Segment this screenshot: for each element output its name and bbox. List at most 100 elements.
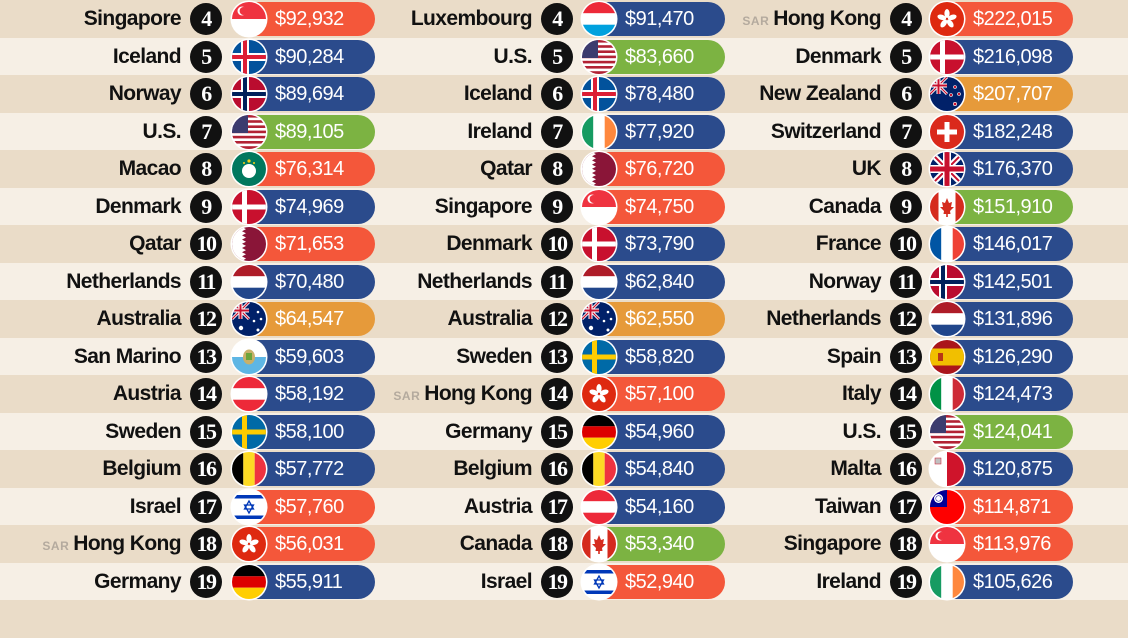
iceland-flag-icon	[232, 39, 266, 74]
rank-badge: 12	[190, 303, 222, 335]
taiwan-flag-icon	[930, 489, 964, 524]
country-cell: Norway	[0, 266, 882, 298]
value-bar: $62,550	[582, 302, 725, 336]
value-label: $89,694	[275, 83, 344, 105]
country-cell: Canada	[0, 528, 533, 560]
country-cell: Netherlands	[0, 303, 881, 335]
value-bar: $142,501	[930, 264, 1073, 299]
country-name: Malta	[830, 453, 881, 485]
value-bar: $58,192	[232, 377, 375, 411]
country-label: Denmark	[95, 194, 181, 218]
new-zealand-flag-icon	[930, 77, 964, 111]
rank-badge: 12	[890, 303, 922, 335]
value-label: $76,720	[625, 158, 694, 180]
country-name: Canada	[808, 191, 882, 223]
country-name: Australia	[448, 303, 533, 335]
rank-badge: 13	[190, 340, 222, 373]
uk-flag-icon	[930, 152, 964, 186]
value-bar: $74,750	[582, 189, 725, 224]
country-cell: Qatar	[0, 153, 532, 185]
country-label: Denmark	[795, 44, 881, 68]
row-stripe	[0, 600, 1128, 638]
value-label: $70,480	[275, 270, 344, 293]
rank-badge: 10	[190, 228, 222, 260]
value-bar: $207,707	[930, 77, 1073, 111]
country-cell: U.S.	[0, 416, 882, 448]
country-label: Denmark	[446, 232, 532, 255]
value-bar: $57,760	[232, 489, 375, 524]
norway-flag-icon	[232, 77, 266, 111]
country-label: Germany	[94, 569, 181, 593]
value-bar: $113,976	[930, 527, 1073, 561]
country-name: Macao	[118, 153, 182, 185]
value-label: $76,314	[275, 158, 344, 180]
country-cell: Belgium	[0, 453, 532, 485]
value-bar: $89,105	[232, 114, 375, 149]
country-name: Australia	[97, 303, 182, 335]
country-name: Belgium	[102, 453, 181, 485]
netherlands-flag-icon	[232, 264, 266, 299]
country-name: Qatar	[480, 153, 532, 185]
hong-kong-flag-icon	[930, 2, 964, 36]
country-label: Hong Kong	[424, 382, 532, 405]
value-label: $126,290	[973, 345, 1053, 368]
value-label: $55,911	[275, 570, 343, 593]
qatar-flag-icon	[232, 227, 266, 261]
value-label: $131,896	[973, 308, 1053, 330]
country-cell: Canada	[0, 191, 882, 223]
rank-badge: 4	[190, 3, 222, 35]
value-bar: $151,910	[930, 189, 1073, 224]
qatar-flag-icon	[582, 152, 616, 186]
country-name: France	[816, 228, 882, 260]
country-cell: Luxembourg	[0, 3, 533, 35]
value-label: $58,192	[275, 383, 344, 405]
value-bar: $120,875	[930, 452, 1073, 486]
hong-kong-flag-icon	[232, 527, 266, 561]
value-bar: $216,098	[930, 39, 1073, 74]
country-name: Singapore	[435, 191, 533, 223]
value-bar: $76,720	[582, 152, 725, 186]
country-cell: New Zealand	[0, 78, 881, 110]
value-label: $142,501	[973, 270, 1053, 293]
country-label: Ireland	[467, 119, 532, 143]
value-label: $78,480	[625, 83, 694, 105]
value-bar: $92,932	[232, 2, 375, 36]
country-cell: Sweden	[0, 416, 181, 448]
rank-badge: 7	[890, 115, 922, 148]
country-name: Spain	[826, 341, 882, 373]
country-label: Qatar	[480, 157, 532, 180]
value-bar: $64,547	[232, 302, 375, 336]
norway-flag-icon	[930, 264, 964, 299]
value-bar: $70,480	[232, 264, 375, 299]
rank-badge: 10	[541, 228, 573, 260]
rank-badge: 11	[190, 265, 222, 298]
value-label: $62,840	[625, 270, 694, 293]
value-label: $54,840	[625, 458, 694, 480]
country-label: Canada	[808, 194, 882, 218]
rank-badge: 14	[890, 378, 922, 410]
value-label: $207,707	[973, 83, 1053, 105]
country-label: Macao	[118, 157, 182, 180]
country-name: Sweden	[456, 341, 532, 373]
country-cell: Australia	[0, 303, 533, 335]
country-cell: Denmark	[0, 228, 532, 260]
value-bar: $78,480	[582, 77, 725, 111]
value-bar: $71,653	[232, 227, 375, 261]
value-label: $71,653	[275, 233, 344, 255]
israel-flag-icon	[232, 489, 266, 524]
value-bar: $54,160	[582, 489, 725, 524]
value-label: $73,790	[625, 233, 694, 255]
rank-badge: 4	[890, 3, 922, 35]
italy-flag-icon	[930, 377, 964, 411]
country-cell: Netherlands	[0, 266, 181, 298]
value-label: $114,871	[973, 495, 1051, 518]
usa-flag-icon	[930, 414, 964, 449]
country-cell: Netherlands	[0, 266, 532, 298]
value-label: $59,603	[275, 345, 344, 368]
country-label: Spain	[826, 344, 882, 368]
country-name: UK	[852, 153, 882, 185]
country-name: New Zealand	[759, 78, 881, 110]
country-name: Italy	[842, 378, 882, 410]
country-cell: Austria	[0, 491, 533, 523]
country-cell: Qatar	[0, 228, 181, 260]
